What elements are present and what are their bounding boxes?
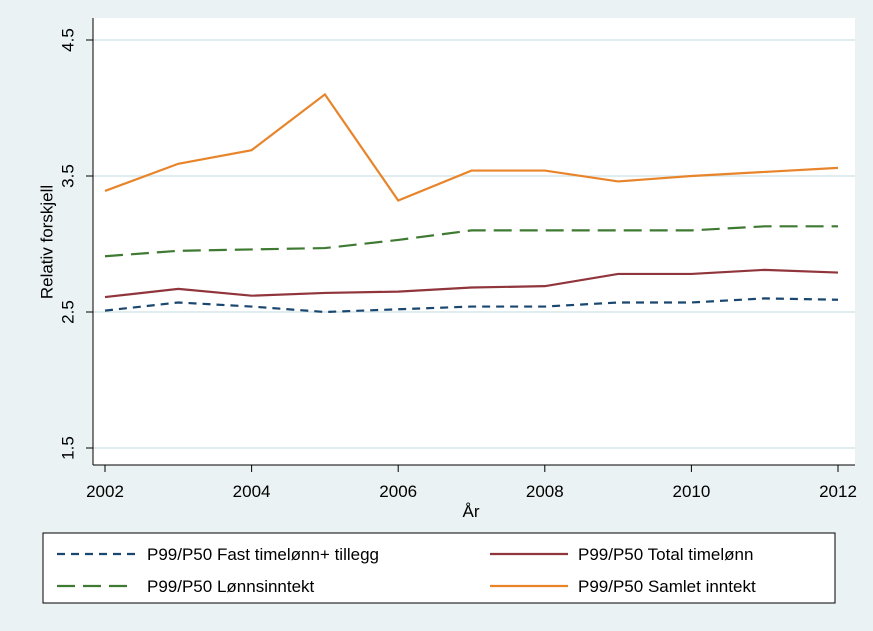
x-tick-label: 2004 [233,482,271,501]
series-line [104,297,839,314]
legend-box [42,532,836,604]
plot-area [93,18,855,465]
x-tick-label: 2006 [379,482,417,501]
legend-label: P99/P50 Samlet inntekt [578,577,756,596]
series-line [104,268,839,299]
series-line [104,92,839,202]
y-axis-label: Relativ forskjell [37,185,56,299]
legend-label: P99/P50 Lønnsinntekt [147,577,315,596]
series-line [104,225,838,258]
x-tick-label: 2008 [526,482,564,501]
legend-label: P99/P50 Total timelønn [578,545,753,564]
legend-label: P99/P50 Fast timelønn+ tillegg [147,545,379,564]
x-axis-label: År [463,502,480,521]
y-tick-label: 2.5 [58,300,77,324]
y-tick-label: 3.5 [58,164,77,188]
y-tick-label: 1.5 [58,436,77,460]
x-tick-label: 2012 [819,482,857,501]
x-tick-label: 2002 [86,482,124,501]
x-tick-label: 2010 [672,482,710,501]
y-tick-label: 4.5 [58,28,77,52]
